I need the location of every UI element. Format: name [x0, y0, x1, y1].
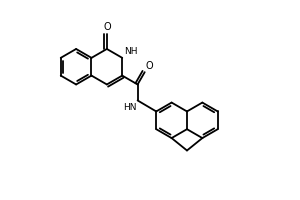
Text: NH: NH — [124, 47, 138, 56]
Text: O: O — [146, 61, 154, 71]
Text: O: O — [103, 22, 111, 32]
Text: HN: HN — [123, 103, 136, 112]
